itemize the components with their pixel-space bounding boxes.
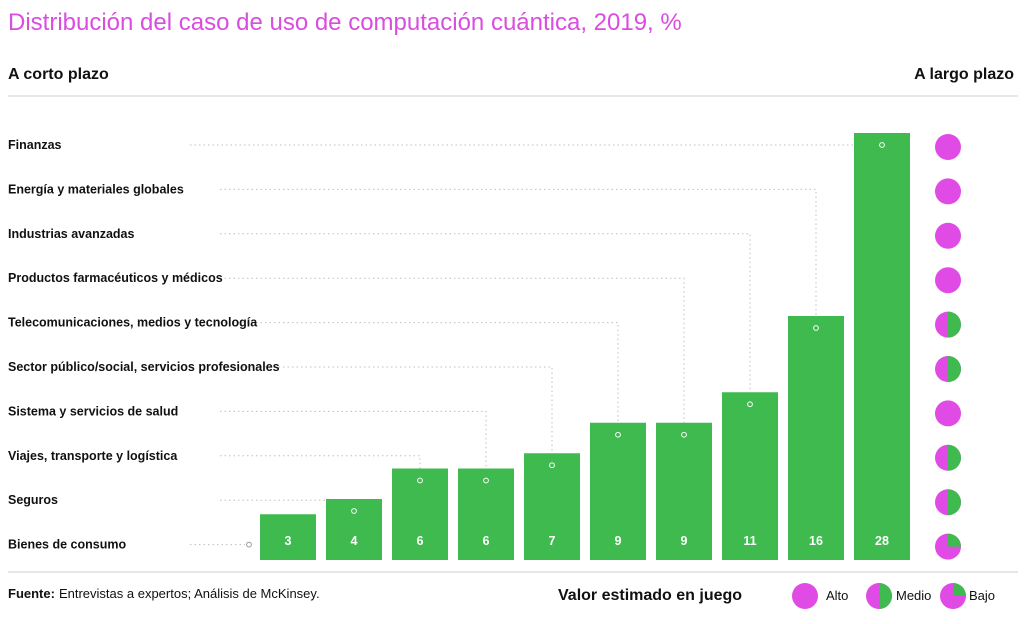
header-short-term: A corto plazo <box>8 66 109 83</box>
category-label: Finanzas <box>8 138 62 152</box>
value-dot <box>615 431 621 438</box>
value-dot <box>681 431 687 438</box>
bar <box>326 499 382 560</box>
bar-value-label: 9 <box>681 534 688 548</box>
legend: Alto Medio Bajo <box>792 583 995 609</box>
legend-alto-icon-alto <box>792 583 818 609</box>
long-term-marker-medio <box>935 444 962 471</box>
category-label: Seguros <box>8 493 58 507</box>
long-term-marker-alto <box>935 222 961 249</box>
legend-title: Valor estimado en juego <box>558 587 742 604</box>
bar-value-label: 28 <box>875 534 889 548</box>
bar-value-label: 9 <box>615 534 622 548</box>
bar-value-label: 16 <box>809 534 823 548</box>
bar <box>656 422 712 560</box>
long-term-marker-medio-green-half <box>948 444 962 471</box>
value-dot <box>351 508 357 514</box>
long-term-marker-bajo-green-quarter <box>948 533 961 547</box>
value-dot <box>483 477 489 484</box>
leader-line <box>220 366 553 454</box>
bar-value-label: 4 <box>351 534 358 548</box>
legend-bajo-label: Bajo <box>969 588 995 603</box>
long-term-marker-medio <box>935 356 961 382</box>
category-label: Bienes de consumo <box>8 538 126 552</box>
bar <box>788 316 844 560</box>
long-term-marker-medio-green-half <box>948 311 962 338</box>
leader-line <box>220 322 619 423</box>
bar-value-label: 3 <box>285 534 292 548</box>
category-label: Sector público/social, servicios profesi… <box>8 360 280 374</box>
category-label: Productos farmacéuticos y médicos <box>8 271 223 285</box>
bar-value-label: 6 <box>417 534 424 548</box>
long-term-marker-alto <box>935 267 961 294</box>
bar <box>590 422 646 560</box>
legend-bajo-icon <box>940 583 966 609</box>
value-dot <box>879 142 885 148</box>
value-dot <box>246 541 252 548</box>
long-term-marker-alto <box>935 178 961 205</box>
source-note: Fuente: Entrevistas a expertos; Análisis … <box>8 586 320 601</box>
long-term-marker-alto-alto <box>935 178 961 205</box>
value-dot <box>549 462 555 469</box>
bar <box>392 468 448 560</box>
leader-line <box>220 233 751 393</box>
long-term-marker-medio <box>935 489 962 516</box>
category-label: Telecomunicaciones, medios y tecnología <box>8 316 258 330</box>
category-label: Industrias avanzadas <box>8 227 134 241</box>
category-labels: Finanzas Energía y materiales globales Ind… <box>8 138 280 552</box>
source-label: Fuente: <box>8 586 55 601</box>
leader-line <box>220 410 487 469</box>
value-dot <box>747 401 753 408</box>
bar <box>722 392 778 560</box>
bar-value-label: 7 <box>549 534 556 548</box>
long-term-marker-alto-alto <box>935 400 961 427</box>
category-label: Energía y materiales globales <box>8 182 184 196</box>
value-dot <box>813 325 819 331</box>
bar <box>260 514 316 560</box>
leader-line <box>220 455 421 469</box>
long-term-marker-medio <box>935 311 962 338</box>
long-term-marker-alto <box>935 400 961 427</box>
long-term-marker-medio-green-half <box>948 489 962 516</box>
leader-line <box>220 277 685 423</box>
chart-title: Distribución del caso de uso de computac… <box>8 9 682 36</box>
long-term-marker-alto-alto <box>935 222 961 249</box>
bars: 28 16 11 9 9 7 6 6 4 3 <box>260 133 910 560</box>
bar-value-label: 6 <box>483 534 490 548</box>
source-text: Entrevistas a expertos; Análisis de McKi… <box>59 586 320 601</box>
category-label: Sistema y servicios de salud <box>8 404 178 418</box>
bar <box>524 453 580 560</box>
bar <box>458 468 514 560</box>
legend-medio-icon-green-half <box>879 583 892 609</box>
value-dot <box>417 477 423 484</box>
long-term-marker-medio-green-half <box>948 356 961 382</box>
long-term-marker-bajo <box>935 533 961 560</box>
value-dots <box>246 134 962 560</box>
bar-value-label: 11 <box>743 534 756 548</box>
long-term-marker-alto-alto <box>935 134 961 160</box>
leader-line <box>220 188 817 316</box>
legend-alto-label: Alto <box>826 588 848 603</box>
legend-medio-icon <box>866 583 892 609</box>
category-label: Viajes, transporte y logística <box>8 449 178 463</box>
long-term-marker-alto-alto <box>935 267 961 294</box>
leader-lines <box>190 144 854 546</box>
bar <box>854 133 910 560</box>
legend-medio-label: Medio <box>896 588 931 603</box>
long-term-marker-alto <box>935 134 961 160</box>
legend-alto-icon <box>792 583 818 609</box>
header-long-term: A largo plazo <box>914 66 1014 83</box>
legend-bajo-icon-green-quarter <box>953 583 966 596</box>
